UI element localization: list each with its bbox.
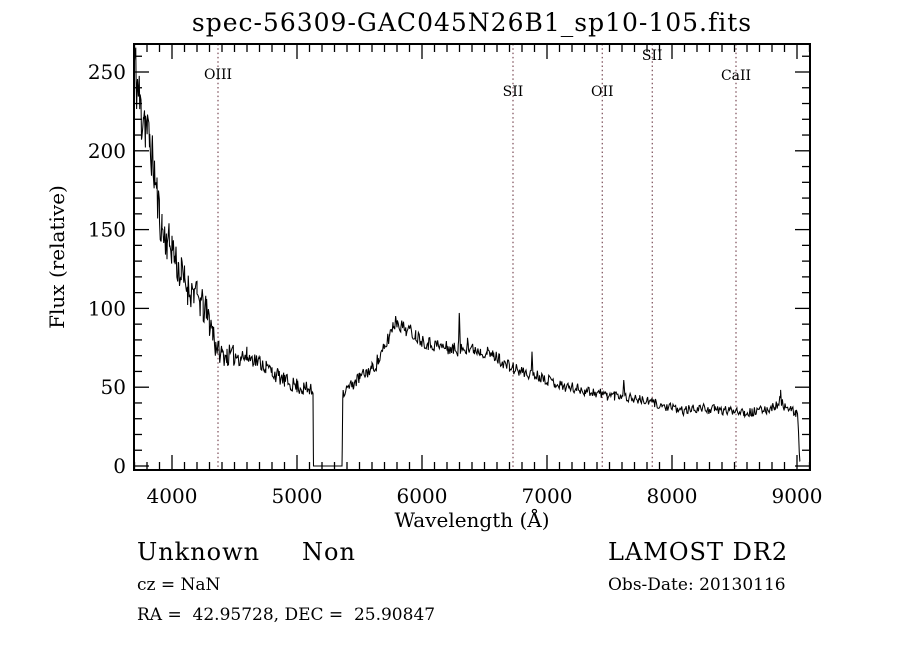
plot-border bbox=[133, 43, 811, 471]
y-axis-label: Flux (relative) bbox=[45, 185, 69, 329]
cz-text: cz = NaN bbox=[137, 575, 221, 595]
x-tick-label: 8000 bbox=[647, 484, 698, 508]
y-tick-label: 100 bbox=[88, 296, 126, 320]
spectral-line-markers bbox=[217, 44, 737, 470]
y-tick-label: 50 bbox=[101, 375, 126, 399]
line-label-oii: OII bbox=[591, 84, 614, 100]
y-tick-label: 0 bbox=[113, 454, 126, 478]
spectrum-line bbox=[133, 47, 801, 467]
line-label-sii: SII bbox=[642, 48, 663, 64]
obsdate-text: Obs-Date: 20130116 bbox=[608, 575, 786, 595]
x-tick-label: 9000 bbox=[772, 484, 823, 508]
x-tick-label: 5000 bbox=[272, 484, 323, 508]
x-tick-label: 6000 bbox=[397, 484, 448, 508]
x-tick-label: 7000 bbox=[522, 484, 573, 508]
y-tick-label: 150 bbox=[88, 218, 126, 242]
x-axis-label: Wavelength (Å) bbox=[394, 507, 549, 532]
axis-tick-labels: 4000 5000 6000 7000 8000 9000 0 50 100 150 200 250 bbox=[88, 60, 823, 508]
radec-text: RA = 42.95728, DEC = 25.90847 bbox=[137, 605, 435, 625]
axis-ticks bbox=[133, 45, 811, 469]
spectrum-line-group bbox=[133, 47, 801, 467]
spectral-line-labels: OIII SII OII SII CaII bbox=[204, 48, 751, 100]
line-label-sii: SII bbox=[503, 84, 524, 100]
plot-title: spec-56309-GAC045N26B1_sp10-105.fits bbox=[192, 8, 752, 37]
line-label-caii: CaII bbox=[721, 68, 751, 84]
survey-text: LAMOST DR2 bbox=[608, 538, 788, 566]
y-tick-label: 250 bbox=[88, 60, 126, 84]
classification-text: Unknown bbox=[137, 538, 260, 566]
x-tick-label: 4000 bbox=[147, 484, 198, 508]
line-label-oiii: OIII bbox=[204, 67, 232, 83]
y-tick-label: 200 bbox=[88, 139, 126, 163]
subclass-text: Non bbox=[302, 538, 356, 566]
